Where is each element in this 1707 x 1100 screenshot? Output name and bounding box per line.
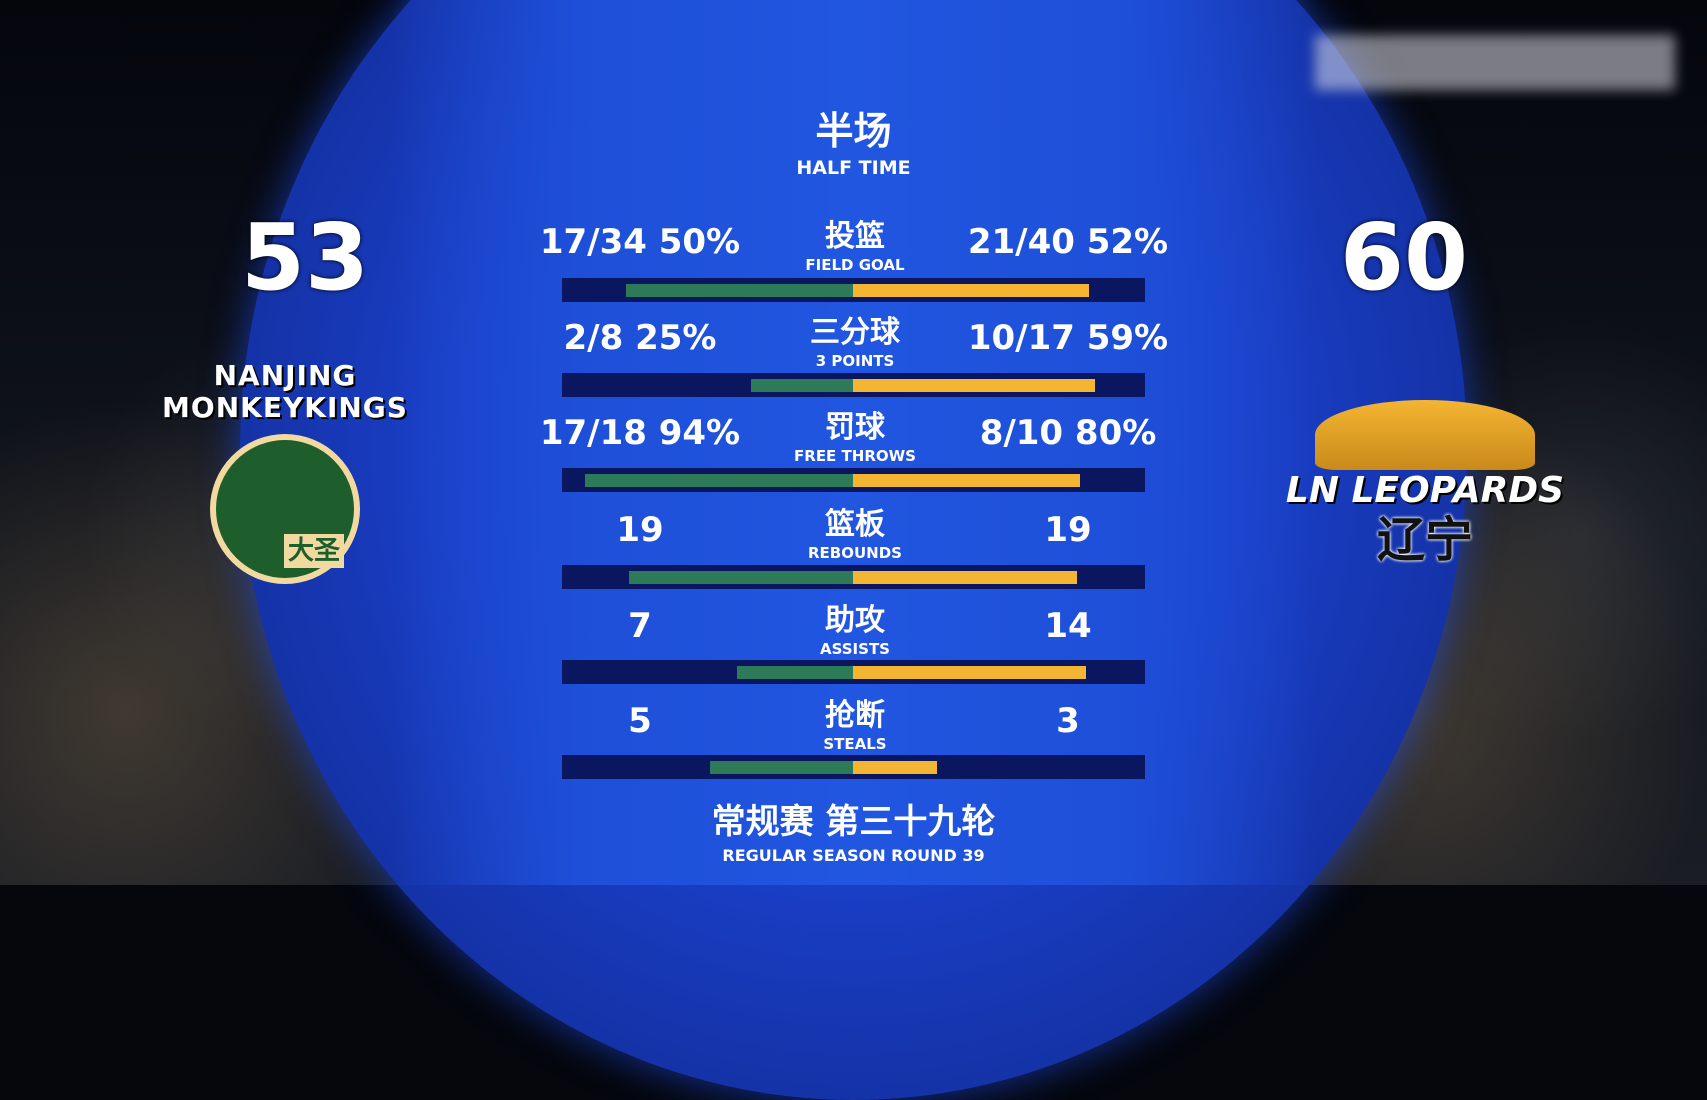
home-stat-value: 17/34 50% [539, 222, 741, 262]
stat-label-cn: 三分球 [810, 315, 900, 350]
home-stat-value: 17/18 94% [539, 413, 741, 453]
away-stat-value: 3 [1056, 701, 1080, 741]
stat-label-en: STEALS [823, 735, 887, 753]
stat-label-en: 3 POINTS [815, 352, 895, 370]
stat-bar-track [562, 468, 1145, 492]
away-stat-bar [853, 474, 1080, 487]
home-stat-value: 19 [616, 510, 664, 550]
period-title: 半场 [815, 109, 892, 153]
away-stat-bar [853, 571, 1078, 584]
away-stat-value: 10/17 59% [967, 318, 1169, 358]
stat-label-cn: 助攻 [825, 603, 885, 638]
stat-label-en: REBOUNDS [808, 544, 902, 562]
round-subtitle: REGULAR SEASON ROUND 39 [722, 846, 985, 865]
away-stat-value: 14 [1044, 606, 1092, 646]
home-score: 53 [240, 204, 370, 311]
round-title: 常规赛 第三十九轮 [711, 802, 996, 842]
stat-bar-track [562, 755, 1145, 779]
home-stat-value: 5 [628, 701, 652, 741]
away-stat-bar [853, 284, 1089, 297]
home-logo-sub: 大圣 [283, 534, 344, 568]
stat-label-cn: 罚球 [825, 410, 885, 445]
home-stat-bar [751, 379, 853, 392]
stat-bar-track [562, 278, 1145, 302]
home-team-logo: NANJING MONKEYKINGS 大圣 [105, 360, 465, 584]
home-stat-bar [710, 761, 853, 774]
away-stat-value: 8/10 80% [979, 413, 1157, 453]
stat-label-en: ASSISTS [820, 640, 890, 658]
home-stat-bar [585, 474, 853, 487]
away-stat-value: 21/40 52% [967, 222, 1169, 262]
stat-bar-track [562, 660, 1145, 684]
stat-label-cn: 抢断 [825, 698, 885, 733]
away-stat-bar [853, 666, 1086, 679]
stat-label-cn: 投篮 [825, 219, 885, 254]
period-subtitle: HALF TIME [796, 157, 911, 179]
stats-panel-glow [390, 0, 1317, 885]
stat-label-en: FIELD GOAL [805, 256, 905, 274]
stat-bar-track [562, 565, 1145, 589]
stat-bar-track [562, 373, 1145, 397]
away-team-logo: LN LEOPARDS 辽宁 [1255, 400, 1595, 568]
home-stat-bar [626, 284, 853, 297]
stat-label-en: FREE THROWS [794, 447, 916, 465]
stat-label-cn: 篮板 [825, 507, 885, 542]
blurred-watermark [1315, 35, 1675, 90]
home-stat-bar [628, 571, 853, 584]
away-stat-bar [853, 761, 938, 774]
home-stat-value: 2/8 25% [563, 318, 717, 358]
away-stat-value: 19 [1044, 510, 1092, 550]
home-logo-text: NANJING MONKEYKINGS [162, 359, 408, 424]
away-stat-bar [853, 379, 1095, 392]
home-stat-bar [736, 666, 853, 679]
away-logo-text: LN LEOPARDS [1285, 470, 1565, 511]
home-stat-value: 7 [628, 606, 652, 646]
away-score: 60 [1339, 204, 1469, 311]
away-logo-sub: 辽宁 [1376, 512, 1473, 568]
